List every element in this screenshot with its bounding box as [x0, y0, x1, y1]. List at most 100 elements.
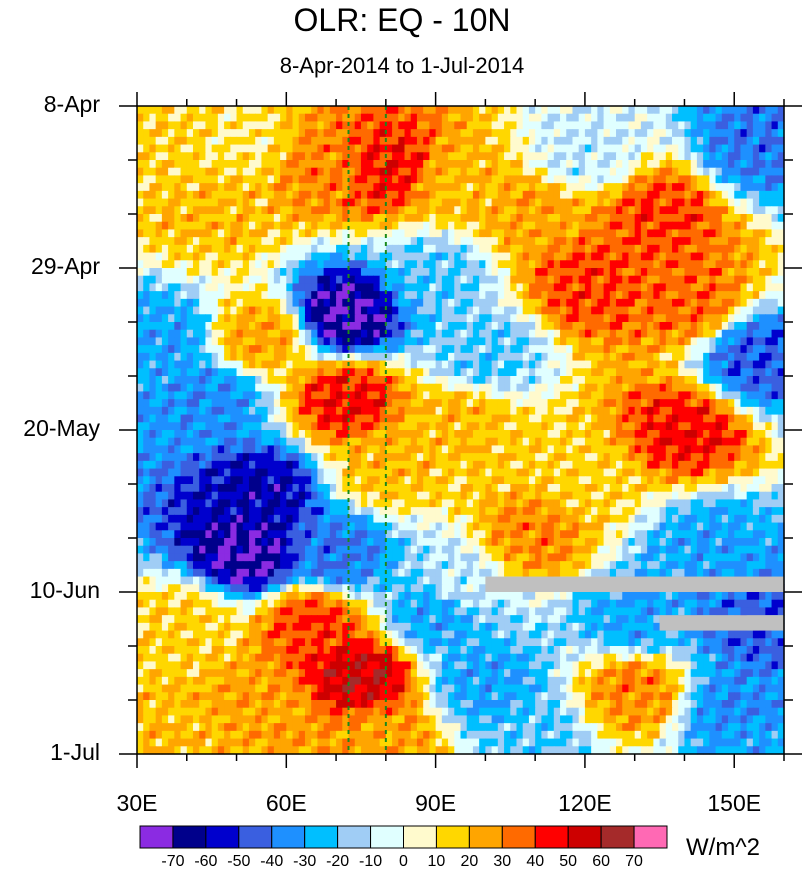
field-cell [603, 399, 611, 408]
field-cell [205, 468, 213, 477]
field-cell [304, 298, 312, 308]
field-cell [435, 430, 443, 439]
field-cell [578, 175, 586, 184]
field-cell [472, 399, 480, 408]
field-cell [460, 322, 468, 331]
field-cell [634, 391, 642, 400]
field-cell [248, 221, 256, 231]
field-cell [597, 206, 605, 215]
field-cell [479, 160, 486, 169]
field-cell [466, 252, 474, 261]
field-cell [709, 237, 717, 246]
field-cell [572, 322, 580, 331]
field-cell [771, 152, 779, 161]
field-cell [342, 275, 350, 285]
field-cell [255, 283, 263, 292]
field-cell [311, 291, 319, 300]
field-cell [404, 391, 412, 400]
field-cell [746, 453, 754, 462]
field-cell [460, 360, 468, 369]
field-cell [267, 283, 275, 292]
field-cell [553, 152, 561, 161]
field-cell [180, 160, 188, 169]
field-cell [560, 406, 567, 416]
field-cell [242, 190, 250, 200]
field-cell [416, 214, 424, 223]
field-cell [678, 252, 686, 261]
field-cell [373, 175, 381, 184]
field-cell [242, 244, 250, 254]
field-cell [566, 360, 574, 369]
field-cell [696, 221, 704, 231]
field-cell [746, 113, 754, 123]
field-cell [696, 391, 704, 400]
field-cell [311, 160, 319, 169]
field-cell [491, 113, 499, 123]
field-cell [267, 275, 275, 285]
field-cell [354, 406, 362, 416]
field-cell [224, 275, 231, 285]
field-cell [435, 244, 443, 254]
field-cell [516, 275, 524, 285]
field-cell [261, 121, 269, 130]
field-cell [485, 275, 493, 285]
field-cell [217, 175, 225, 184]
field-cell [242, 468, 250, 477]
field-cell [441, 268, 449, 277]
field-cell [205, 368, 213, 377]
field-cell [485, 360, 493, 369]
field-cell [398, 468, 406, 477]
field-cell [597, 198, 605, 207]
field-cell [360, 453, 368, 462]
field-cell [541, 244, 549, 254]
field-cell [628, 460, 636, 470]
field-cell [230, 298, 238, 308]
field-cell [311, 298, 319, 308]
field-cell [317, 322, 325, 331]
field-cell [155, 268, 163, 277]
field-cell [248, 175, 256, 184]
field-cell [616, 214, 623, 223]
field-cell [672, 445, 679, 454]
field-cell [672, 121, 679, 130]
field-cell [168, 430, 175, 439]
field-cell [454, 167, 462, 177]
field-cell [622, 244, 630, 254]
field-cell [329, 376, 337, 385]
field-cell [510, 229, 518, 238]
field-cell [236, 360, 244, 369]
field-cell [566, 275, 574, 285]
field-cell [715, 306, 723, 315]
field-cell [348, 252, 356, 261]
field-cell [323, 129, 331, 138]
field-cell [348, 298, 356, 308]
field-cell [516, 291, 524, 300]
field-cell [441, 322, 449, 331]
field-cell [298, 244, 306, 254]
field-cell [622, 291, 630, 300]
field-cell [672, 106, 679, 115]
field-cell [634, 399, 642, 408]
field-cell [410, 190, 418, 200]
field-cell [603, 460, 611, 470]
field-cell [360, 237, 368, 246]
field-cell [566, 221, 574, 231]
field-cell [435, 214, 443, 223]
field-cell [298, 175, 306, 184]
field-cell [211, 229, 219, 238]
field-cell [161, 190, 169, 200]
field-cell [217, 453, 225, 462]
field-cell [591, 360, 598, 369]
field-cell [435, 306, 443, 315]
field-cell [715, 298, 723, 308]
field-cell [404, 206, 412, 215]
field-cell [678, 268, 686, 277]
field-cell [678, 167, 686, 177]
field-cell [672, 275, 679, 285]
field-cell [709, 445, 717, 454]
field-cell [734, 383, 742, 393]
field-cell [541, 314, 549, 323]
field-cell [168, 268, 175, 277]
field-cell [709, 314, 717, 323]
field-cell [497, 391, 505, 400]
